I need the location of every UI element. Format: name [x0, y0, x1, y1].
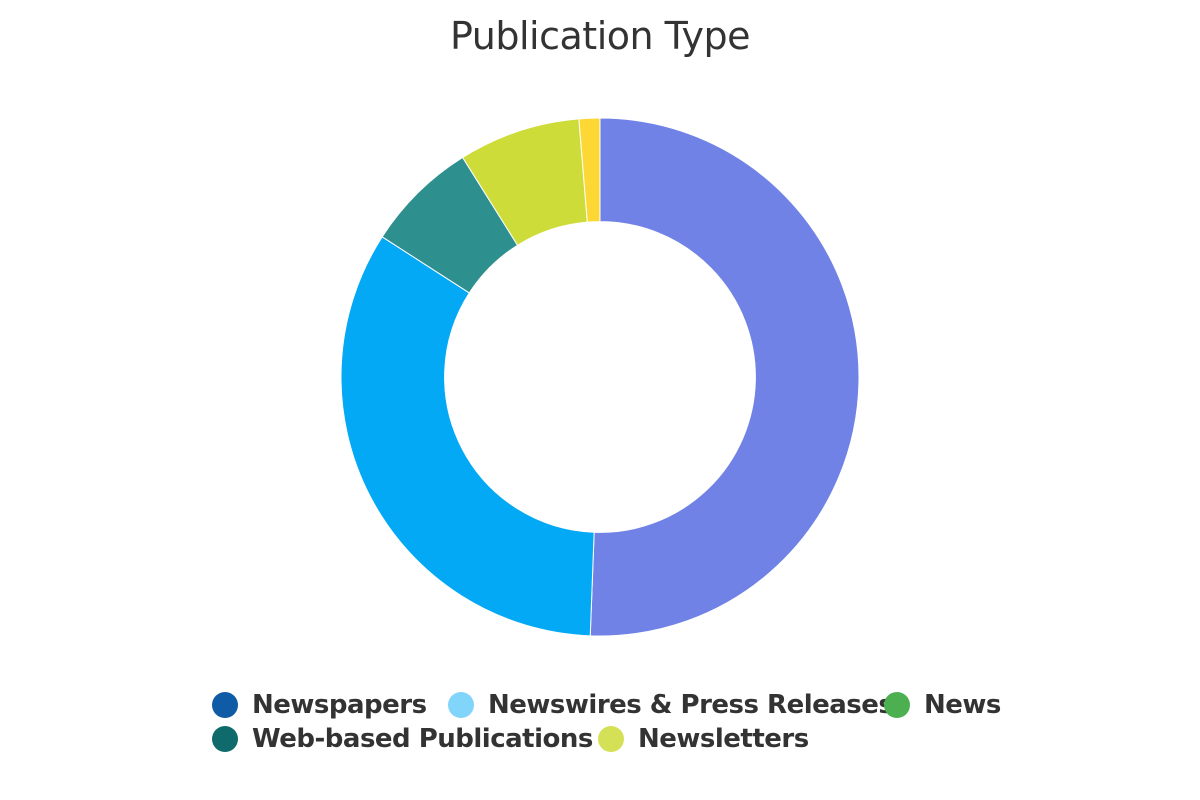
legend-marker-news	[884, 692, 910, 718]
chart-title: Publication Type	[450, 14, 750, 58]
slice-newswires-press-releases-1[interactable]	[340, 236, 595, 637]
legend-item-newswires-press-releases[interactable]: Newswires & Press Releases	[448, 690, 894, 720]
donut-slices	[340, 117, 860, 637]
legend-label-news: News	[924, 690, 1001, 720]
legend-item-newspapers[interactable]: Newspapers	[212, 690, 427, 720]
legend-marker-web-based-publications	[212, 726, 238, 752]
legend-label-newswires-press-releases: Newswires & Press Releases	[488, 690, 894, 720]
slice-newspapers-0[interactable]	[589, 117, 860, 637]
slice-other-5[interactable]	[578, 117, 601, 223]
legend-item-web-based-publications[interactable]: Web-based Publications	[212, 724, 593, 754]
legend-marker-newspapers	[212, 692, 238, 718]
legend-marker-newswires-press-releases	[448, 692, 474, 718]
legend-item-newsletters[interactable]: Newsletters	[598, 724, 809, 754]
legend-label-web-based-publications: Web-based Publications	[252, 724, 593, 754]
legend-marker-newsletters	[598, 726, 624, 752]
legend-label-newspapers: Newspapers	[252, 690, 427, 720]
legend-label-newsletters: Newsletters	[638, 724, 809, 754]
legend-item-news[interactable]: News	[884, 690, 1001, 720]
